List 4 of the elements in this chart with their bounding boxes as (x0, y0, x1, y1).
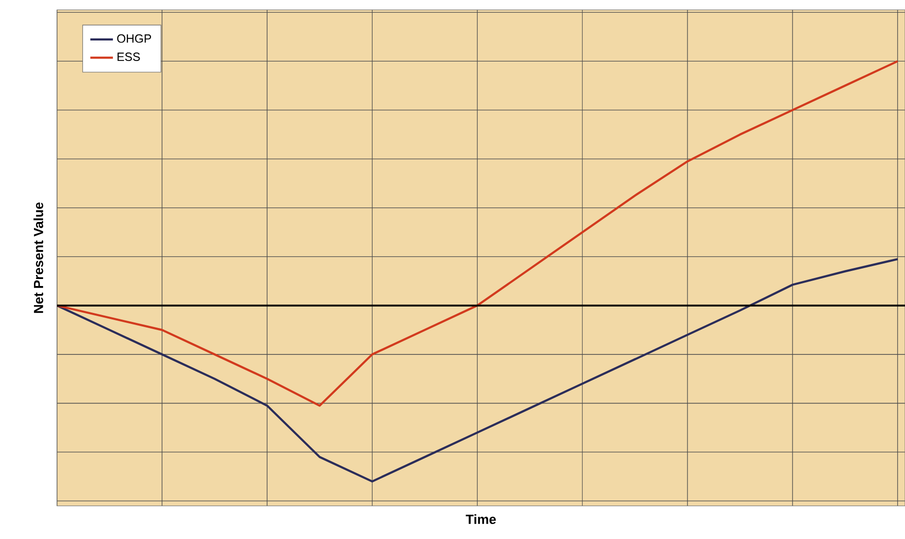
legend-label: OHGP (117, 34, 152, 43)
x-axis-title: Time (466, 514, 496, 524)
legend-label: ESS (118, 52, 140, 62)
y-axis-title: Net Present Value (33, 202, 44, 314)
